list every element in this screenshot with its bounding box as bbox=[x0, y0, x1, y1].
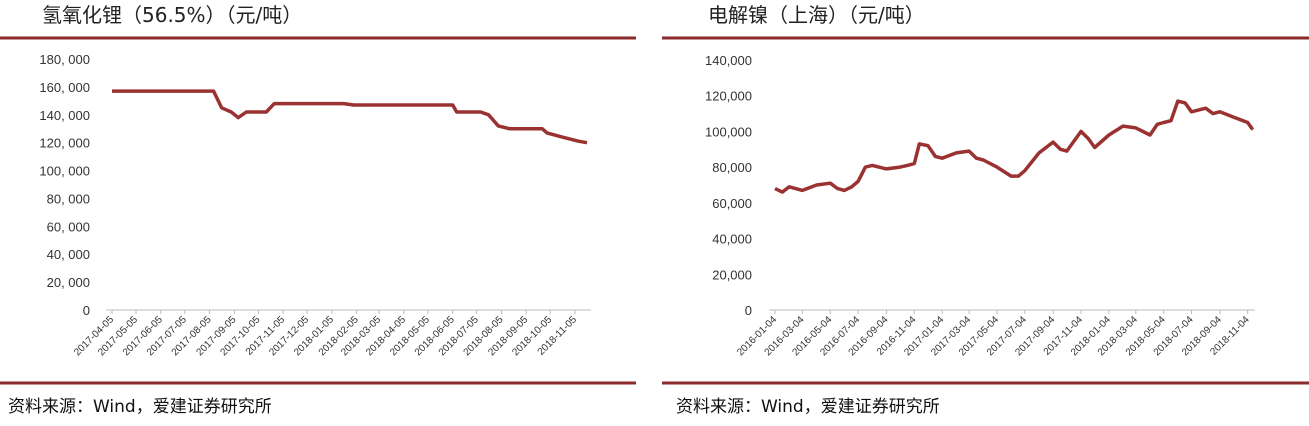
chart-title: 氢氧化锂（56.5%）（元/吨） bbox=[42, 3, 302, 27]
chart-title: 电解镍（上海）（元/吨） bbox=[708, 3, 925, 27]
chart: 电解镍（上海）（元/吨） 资料来源：Wind，爱建证券研究所 0 20,000 40… bbox=[662, 3, 1309, 417]
y-tick-label: 40, 000 bbox=[47, 247, 90, 262]
line bbox=[112, 89, 588, 145]
chart: 氢氧化锂（56.5%）（元/吨） 资料来源：Wind，爱建证券研究所 0 20, … bbox=[0, 3, 636, 417]
y-tick-label: 0 bbox=[745, 303, 752, 318]
line bbox=[774, 99, 1255, 194]
y-tick-label: 160, 000 bbox=[39, 80, 90, 95]
y-tick-label: 0 bbox=[83, 303, 90, 318]
y-tick-label: 60,000 bbox=[712, 196, 752, 211]
y-tick-label: 140,000 bbox=[705, 53, 752, 68]
y-tick-label: 80, 000 bbox=[47, 191, 90, 206]
y-tick-label: 100,000 bbox=[705, 124, 752, 139]
y-tick-label: 20, 000 bbox=[47, 275, 90, 290]
y-tick-label: 120,000 bbox=[705, 89, 752, 104]
y-tick-label: 100, 000 bbox=[39, 164, 90, 179]
source: 资料来源：Wind，爱建证券研究所 bbox=[676, 397, 940, 417]
y-tick-label: 140, 000 bbox=[39, 108, 90, 123]
y-tick-label: 40,000 bbox=[712, 232, 752, 247]
y-tick-label: 120, 000 bbox=[39, 136, 90, 151]
source: 资料来源：Wind，爱建证券研究所 bbox=[8, 397, 272, 417]
y-tick-label: 180, 000 bbox=[39, 52, 90, 67]
y-tick-label: 60, 000 bbox=[47, 219, 90, 234]
y-tick-label: 80,000 bbox=[712, 160, 752, 175]
y-tick-label: 20,000 bbox=[712, 267, 752, 282]
